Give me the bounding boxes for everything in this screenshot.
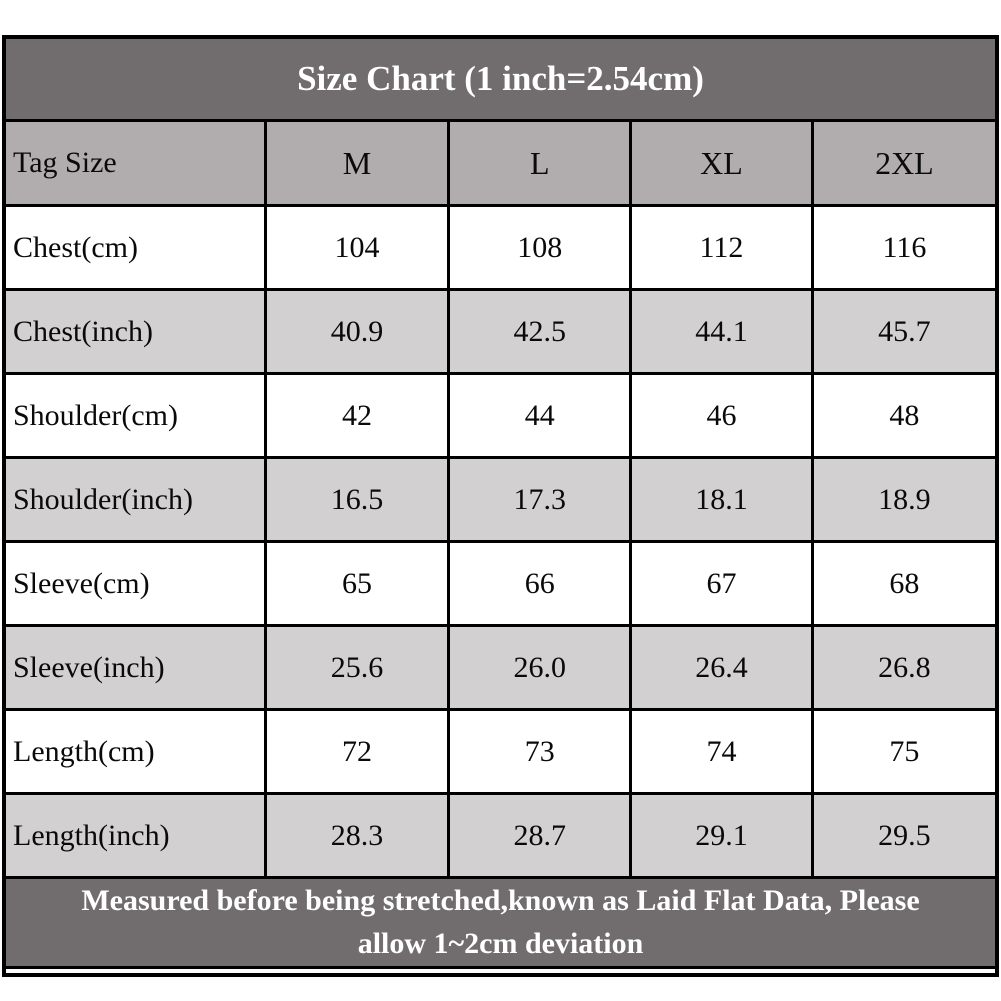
table-cell: 26.8: [810, 624, 999, 711]
table-cell: 46: [629, 372, 814, 459]
header-row: Tag Size M L XL 2XL: [2, 119, 999, 207]
table-cell: 28.7: [447, 792, 633, 879]
table-cell: 16.5: [263, 456, 451, 543]
row-label: Length(inch): [2, 792, 267, 879]
table-cell: 17.3: [447, 456, 633, 543]
table-cell: 67: [629, 540, 814, 627]
table-cell: 65: [263, 540, 451, 627]
row-label: Chest(cm): [2, 204, 267, 291]
table-cell: 104: [263, 204, 451, 291]
table-title: Size Chart (1 inch=2.54cm): [2, 35, 999, 122]
table-row-shoulder-inch: Shoulder(inch) 16.5 17.3 18.1 18.9: [2, 456, 999, 543]
row-label: Length(cm): [2, 708, 267, 795]
column-header-l: L: [447, 119, 633, 207]
footer-note-line1: Measured before being stretched,known as…: [81, 884, 920, 917]
row-label: Shoulder(cm): [2, 372, 267, 459]
table-cell: 26.4: [629, 624, 814, 711]
table-cell: 29.1: [629, 792, 814, 879]
table-row-shoulder-cm: Shoulder(cm) 42 44 46 48: [2, 372, 999, 459]
table-cell: 42.5: [447, 288, 633, 375]
column-header-m: M: [263, 119, 451, 207]
table-cell: 116: [810, 204, 999, 291]
table-row-sleeve-cm: Sleeve(cm) 65 66 67 68: [2, 540, 999, 627]
table-row-chest-inch: Chest(inch) 40.9 42.5 44.1 45.7: [2, 288, 999, 375]
table-cell: 44: [447, 372, 633, 459]
table-cell: 18.9: [810, 456, 999, 543]
table-cell: 108: [447, 204, 633, 291]
column-header-xl: XL: [629, 119, 814, 207]
footer-note: Measured before being stretched,known as…: [2, 875, 999, 970]
table-cell: 25.6: [263, 624, 451, 711]
row-label: Chest(inch): [2, 288, 267, 375]
row-label: Sleeve(inch): [2, 624, 267, 711]
table-cell: 72: [263, 708, 451, 795]
table-cell: 44.1: [629, 288, 814, 375]
footer-note-line2: allow 1~2cm deviation: [357, 926, 644, 960]
row-label: Sleeve(cm): [2, 540, 267, 627]
bottom-gap-row: [4, 966, 997, 976]
title-row: Size Chart (1 inch=2.54cm): [2, 35, 999, 122]
table-cell: 18.1: [629, 456, 814, 543]
table-cell: 40.9: [263, 288, 451, 375]
table-cell: 68: [810, 540, 999, 627]
table-cell: 42: [263, 372, 451, 459]
table-cell: 48: [810, 372, 999, 459]
bottom-gap: [4, 966, 997, 976]
footer-row: Measured before being stretched,known as…: [2, 875, 999, 970]
table-row-length-cm: Length(cm) 72 73 74 75: [2, 708, 999, 795]
size-table: Size Chart (1 inch=2.54cm) Tag Size M L …: [2, 35, 999, 978]
table-cell: 29.5: [810, 792, 999, 879]
table-cell: 45.7: [810, 288, 999, 375]
table-row-chest-cm: Chest(cm) 104 108 112 116: [2, 204, 999, 291]
table-cell: 74: [629, 708, 814, 795]
row-label: Shoulder(inch): [2, 456, 267, 543]
table-cell: 66: [447, 540, 633, 627]
table-cell: 28.3: [263, 792, 451, 879]
table-row-sleeve-inch: Sleeve(inch) 25.6 26.0 26.4 26.8: [2, 624, 999, 711]
column-header-tag-size: Tag Size: [2, 119, 267, 207]
table-cell: 73: [447, 708, 633, 795]
table-row-length-inch: Length(inch) 28.3 28.7 29.1 29.5: [2, 792, 999, 879]
table-cell: 112: [629, 204, 814, 291]
table-cell: 75: [810, 708, 999, 795]
column-header-2xl: 2XL: [810, 119, 999, 207]
table-cell: 26.0: [447, 624, 633, 711]
